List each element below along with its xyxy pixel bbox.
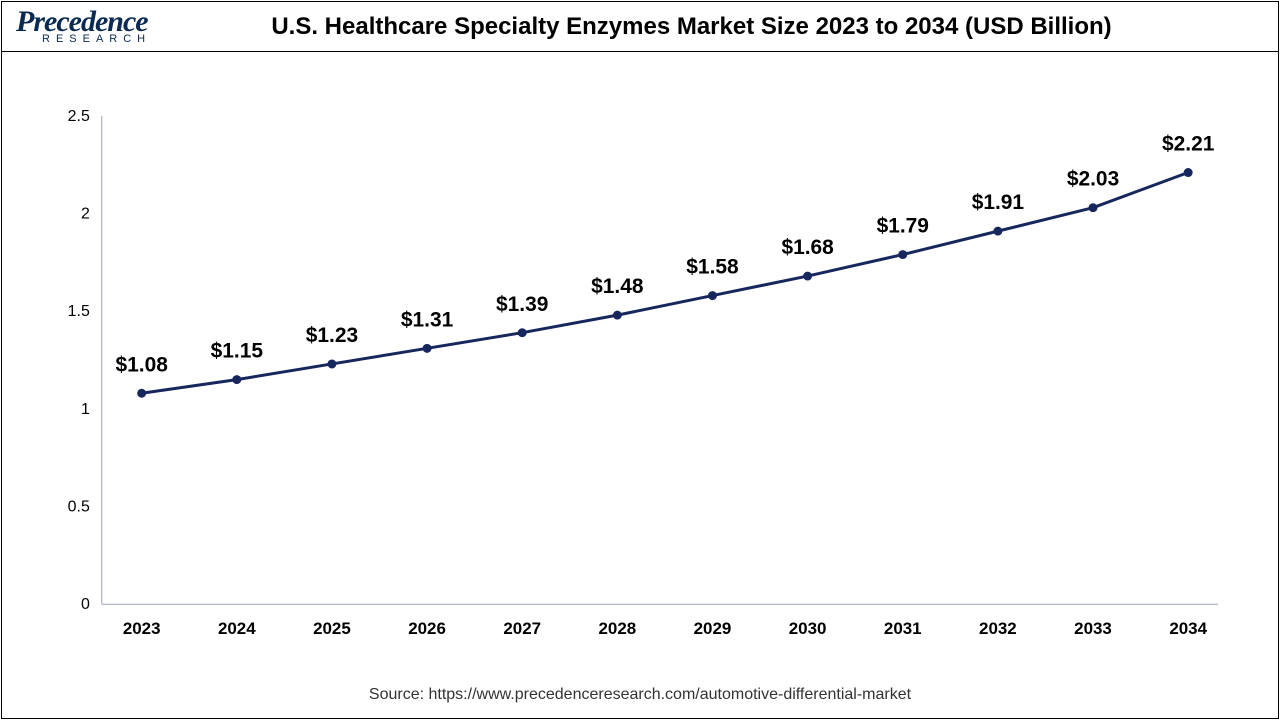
y-tick-label: 0 (81, 596, 90, 613)
logo-sub-text: RESEARCH (42, 33, 151, 45)
chart-area: 0 0.5 1 1.5 2 2.5 $1.08 2023 $1.15 2024 $1.23 2025 $… (2, 52, 1278, 678)
logo: Precedence RESEARCH (16, 8, 201, 45)
x-tick-label: 2027 (503, 619, 541, 638)
outer-frame: Precedence RESEARCH U.S. Healthcare Spec… (1, 1, 1279, 719)
data-marker (518, 328, 527, 337)
data-label: $1.31 (401, 308, 454, 331)
x-tick-label: 2024 (218, 619, 256, 638)
data-marker (137, 389, 146, 398)
x-tick-label: 2030 (789, 619, 827, 638)
data-marker (898, 250, 907, 259)
data-label: $1.08 (115, 353, 167, 376)
source-text: Source: https://www.precedenceresearch.c… (2, 678, 1278, 718)
x-tick-label: 2028 (599, 619, 637, 638)
x-tick-label: 2033 (1074, 619, 1112, 638)
series-line (142, 173, 1189, 394)
data-label: $1.39 (496, 293, 548, 316)
data-marker (1089, 203, 1098, 212)
y-tick-label: 1.5 (68, 303, 90, 320)
data-marker (423, 344, 432, 353)
y-tick-label: 2 (81, 206, 90, 223)
data-marker (993, 227, 1002, 236)
data-label: $1.23 (306, 324, 358, 347)
data-label: $1.15 (211, 340, 264, 363)
chart-title: U.S. Healthcare Specialty Enzymes Market… (219, 13, 1264, 41)
data-marker (1184, 168, 1193, 177)
x-tick-label: 2034 (1169, 619, 1207, 638)
data-marker (327, 359, 336, 368)
header-bar: Precedence RESEARCH U.S. Healthcare Spec… (2, 2, 1278, 52)
x-tick-label: 2023 (123, 619, 161, 638)
x-tick-label: 2029 (694, 619, 732, 638)
data-marker (232, 375, 241, 384)
data-label: $2.03 (1067, 168, 1119, 191)
data-label: $1.91 (972, 191, 1025, 214)
x-tick-label: 2031 (884, 619, 922, 638)
x-tick-label: 2032 (979, 619, 1017, 638)
data-marker (613, 311, 622, 320)
y-tick-label: 0.5 (68, 499, 90, 516)
logo-main-text: Precedence (16, 8, 148, 35)
data-marker (803, 272, 812, 281)
data-label: $1.48 (591, 275, 643, 298)
x-tick-label: 2026 (408, 619, 446, 638)
y-tick-label: 2.5 (68, 108, 90, 125)
data-label: $1.58 (686, 256, 738, 279)
y-tick-label: 1 (81, 401, 90, 418)
line-chart-svg: 0 0.5 1 1.5 2 2.5 $1.08 2023 $1.15 2024 $1.23 2025 $… (42, 82, 1238, 668)
x-tick-label: 2025 (313, 619, 351, 638)
data-marker (708, 291, 717, 300)
data-label: $2.21 (1162, 133, 1215, 156)
data-label: $1.79 (877, 215, 929, 238)
data-label: $1.68 (781, 236, 833, 259)
